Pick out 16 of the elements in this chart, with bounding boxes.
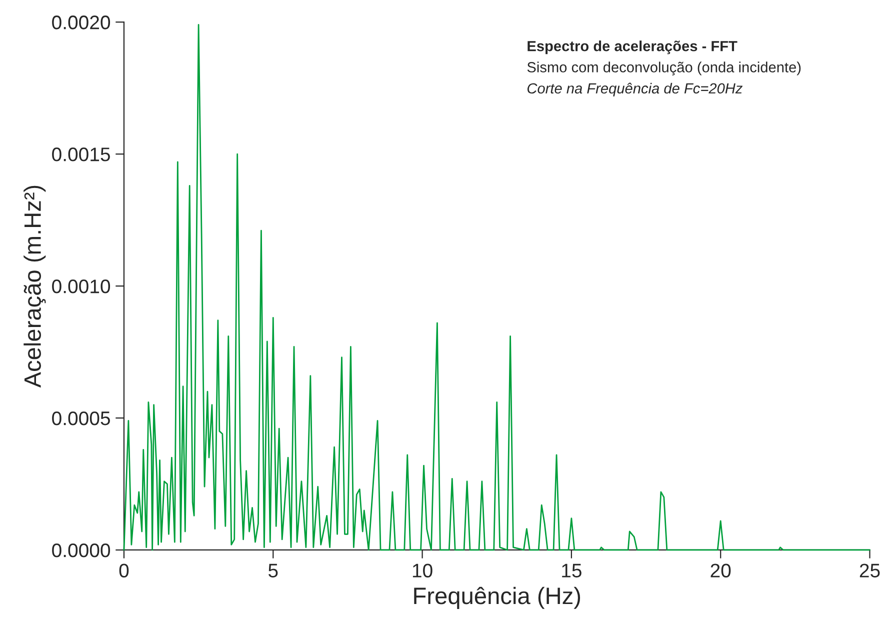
x-tick-label: 15 xyxy=(562,564,582,578)
text: Sismo com deconvolução (onda incidente) xyxy=(527,62,801,76)
x-tick-label: 0 xyxy=(119,564,129,578)
text: Espectro de acelerações - FFT xyxy=(528,40,738,54)
y-tick-label: 0.0005 xyxy=(52,411,110,426)
x-tick-label: 20 xyxy=(710,564,731,578)
x-tick-label: 10 xyxy=(412,564,432,578)
x-tick-label: 5 xyxy=(268,564,278,578)
y-tick-label: 0.0000 xyxy=(52,543,110,558)
x-axis-title: Frequência (Hz) xyxy=(414,586,580,609)
y-tick-label: 0.0010 xyxy=(52,280,110,294)
annotation: Corte na Frequência de Fc=20Hz xyxy=(528,82,743,96)
y-tick-label: 0.0015 xyxy=(52,148,110,162)
y-tick-label: 0.0020 xyxy=(52,16,110,30)
x-tick-label: 25 xyxy=(860,564,880,578)
y-axis-title: Aceleração (m.Hz²) xyxy=(24,186,46,388)
